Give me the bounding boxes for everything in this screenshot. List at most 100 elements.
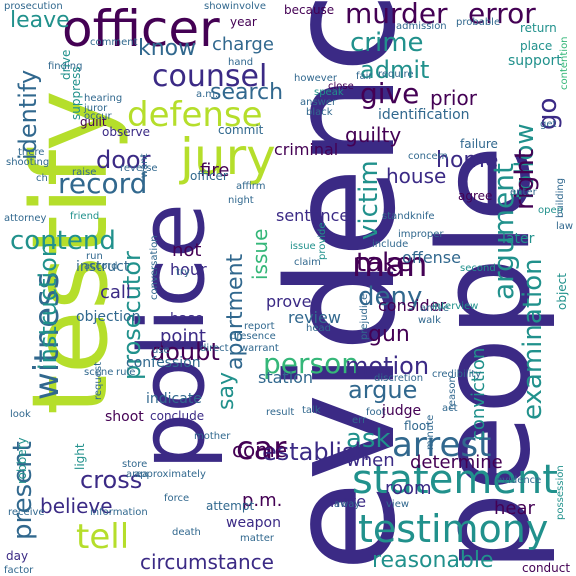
cloud-word: year bbox=[230, 15, 257, 29]
cloud-word: interview bbox=[432, 301, 479, 312]
cloud-word: mother bbox=[194, 431, 231, 442]
cloud-word: direct bbox=[200, 343, 229, 354]
cloud-word: ch bbox=[36, 173, 48, 184]
cloud-word: force bbox=[164, 493, 190, 504]
cloud-word: note bbox=[330, 492, 367, 511]
cloud-word: doubt bbox=[150, 338, 220, 366]
cloud-word: shooting bbox=[6, 157, 50, 168]
cloud-word: instruct bbox=[76, 259, 130, 275]
cloud-word: take bbox=[356, 248, 413, 278]
cloud-word: cross bbox=[80, 466, 143, 494]
cloud-word: determine bbox=[410, 452, 503, 473]
cloud-word: call bbox=[100, 282, 131, 303]
cloud-word: include bbox=[372, 239, 409, 250]
cloud-word: try bbox=[176, 267, 190, 278]
cloud-word: show bbox=[204, 1, 230, 12]
cloud-word: station bbox=[258, 368, 314, 387]
cloud-word: establish bbox=[262, 438, 370, 466]
cloud-word: gun bbox=[368, 322, 410, 347]
cloud-word: fair bbox=[356, 71, 373, 82]
cloud-word: know bbox=[138, 36, 197, 61]
cloud-word: head bbox=[306, 323, 331, 334]
cloud-word: attorney bbox=[4, 213, 47, 224]
cloud-word: admit bbox=[360, 56, 430, 84]
cloud-word: juror bbox=[84, 103, 108, 114]
cloud-word: possession bbox=[555, 465, 566, 520]
cloud-word: death bbox=[172, 527, 201, 538]
cloud-word: home bbox=[436, 148, 499, 173]
cloud-word: a.m. bbox=[196, 89, 219, 100]
cloud-word: improper bbox=[398, 229, 444, 240]
cloud-word: examination bbox=[518, 258, 548, 420]
cloud-word: report bbox=[244, 321, 275, 332]
cloud-word: place bbox=[520, 39, 553, 53]
cloud-word: crime bbox=[350, 28, 424, 58]
cloud-word: say bbox=[214, 372, 239, 410]
cloud-word: right bbox=[510, 148, 540, 210]
cloud-word: conversation bbox=[149, 235, 160, 300]
cloud-word: give bbox=[360, 77, 420, 110]
cloud-word: because bbox=[284, 3, 335, 17]
cloud-word: occur bbox=[84, 111, 112, 122]
cloud-word: charge bbox=[212, 34, 274, 55]
cloud-word: prejudice bbox=[359, 293, 370, 340]
cloud-word: criminal bbox=[274, 140, 339, 159]
cloud-word: day bbox=[6, 549, 29, 563]
cloud-word: night bbox=[228, 195, 254, 206]
cloud-word: provide bbox=[317, 222, 328, 260]
cloud-word: require bbox=[378, 69, 414, 80]
cloud-word: car bbox=[236, 429, 287, 467]
cloud-word: house bbox=[386, 164, 447, 188]
cloud-word: record bbox=[58, 167, 148, 200]
cloud-word: close bbox=[328, 81, 354, 92]
cloud-word: man bbox=[352, 245, 428, 285]
cloud-word: stand bbox=[382, 211, 410, 222]
cloud-word: want bbox=[139, 153, 150, 178]
cloud-word: shoot bbox=[105, 409, 144, 425]
cloud-word: prior bbox=[430, 86, 477, 110]
cloud-word: admission bbox=[396, 21, 447, 32]
cloud-word: warrant bbox=[240, 343, 279, 354]
cloud-word: hour bbox=[170, 260, 207, 279]
cloud-word: consider bbox=[378, 296, 447, 315]
cloud-word: agree bbox=[458, 189, 493, 203]
cloud-word: law bbox=[556, 221, 574, 232]
cloud-word: contend bbox=[10, 226, 116, 256]
cloud-word: area bbox=[126, 469, 149, 480]
cloud-word: believe bbox=[40, 494, 113, 518]
cloud-word: there bbox=[18, 147, 45, 158]
cloud-word: deny bbox=[358, 282, 423, 312]
cloud-word: commit bbox=[218, 123, 264, 137]
cloud-word: drive bbox=[59, 49, 73, 80]
cloud-word: involve bbox=[230, 1, 267, 12]
cloud-word: object bbox=[555, 273, 569, 310]
cloud-word: store bbox=[122, 459, 148, 470]
cloud-word: door bbox=[96, 146, 151, 174]
cloud-word: however bbox=[294, 73, 337, 84]
cloud-word: floor bbox=[404, 419, 432, 433]
cloud-word: away bbox=[334, 499, 361, 510]
cloud-word: identification bbox=[378, 107, 470, 123]
cloud-word: matter bbox=[240, 533, 274, 544]
cloud-word: hear bbox=[494, 498, 535, 519]
cloud-word: attempt bbox=[206, 499, 255, 513]
cloud-word: minute bbox=[425, 414, 436, 450]
cloud-word: not bbox=[172, 240, 202, 261]
cloud-word: factor bbox=[4, 565, 34, 576]
cloud-word: claim bbox=[294, 257, 321, 268]
cloud-word: information bbox=[90, 507, 148, 518]
cloud-word: ask bbox=[346, 424, 391, 454]
cloud-word: discretion bbox=[374, 373, 424, 384]
cloud-word: use bbox=[152, 345, 170, 356]
cloud-word: rule bbox=[116, 367, 136, 378]
cloud-word: result bbox=[266, 407, 295, 418]
cloud-word: reverse bbox=[120, 163, 158, 174]
cloud-word: friend bbox=[70, 211, 100, 222]
cloud-word: prove bbox=[266, 292, 312, 311]
cloud-word: talk bbox=[302, 405, 321, 416]
cloud-word: hand bbox=[228, 57, 254, 68]
cloud-word: credibility bbox=[432, 369, 482, 380]
cloud-word: black bbox=[306, 107, 333, 118]
cloud-word: weapon bbox=[226, 515, 281, 531]
cloud-word: probable bbox=[456, 17, 501, 28]
